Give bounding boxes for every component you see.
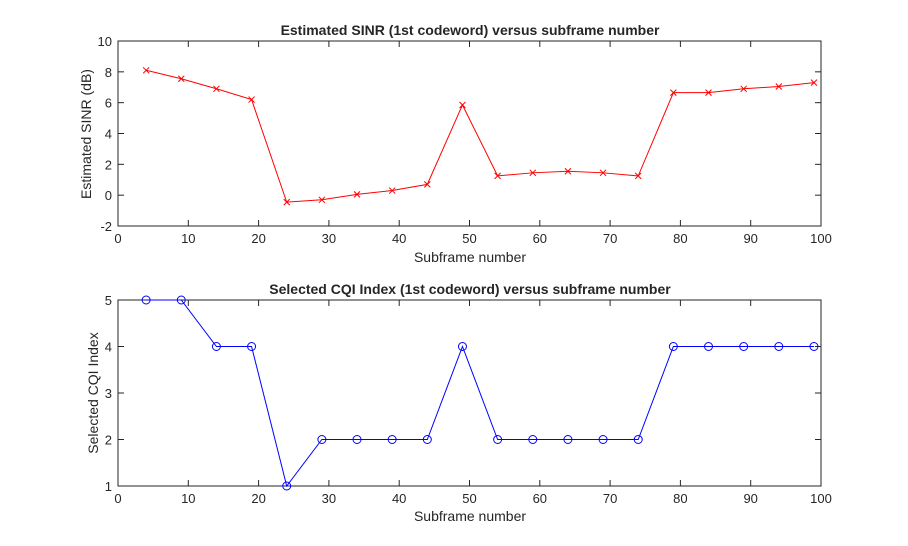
cqi-y-tick-label: 3 [105,386,112,401]
sinr-x-tick-label: 90 [743,231,757,246]
sinr-data-point [248,96,255,103]
cqi-x-tick-label: 60 [533,491,547,506]
sinr-data-point [670,89,677,96]
sinr-chart-title: Estimated SINR (1st codeword) versus sub… [281,22,660,38]
sinr-x-tick-label: 40 [392,231,406,246]
sinr-x-tick-label: 70 [603,231,617,246]
sinr-x-tick-label: 60 [533,231,547,246]
cqi-chart-title: Selected CQI Index (1st codeword) versus… [269,281,671,297]
cqi-data-point [352,435,362,444]
cqi-y-ticks: 1 2 3 4 5 [105,293,821,494]
sinr-x-tick-label: 0 [114,231,121,246]
cqi-data-point [809,342,819,351]
sinr-y-tick-label: 6 [105,96,112,111]
cqi-x-tick-label: 50 [462,491,476,506]
sinr-x-tick-label: 20 [251,231,265,246]
sinr-x-tick-label: 50 [462,231,476,246]
sinr-data-point [423,181,431,188]
sinr-series [142,66,818,206]
cqi-x-tick-label: 20 [251,491,265,506]
cqi-data-point [598,435,608,444]
cqi-series-line [146,299,814,488]
sinr-data-point [810,79,818,86]
cqi-data-point [457,342,467,351]
cqi-y-tick-label: 1 [105,479,112,494]
cqi-x-tick-label: 10 [181,491,195,506]
sinr-data-point [564,167,572,175]
sinr-data-point [494,172,501,180]
sinr-y-tick-label: 10 [98,34,112,49]
cqi-x-tick-label: 70 [603,491,617,506]
sinr-x-tick-label: 80 [673,231,687,246]
cqi-data-point [141,295,151,305]
cqi-series [141,295,819,491]
sinr-data-point [459,101,466,109]
cqi-x-tick-label: 40 [392,491,406,506]
cqi-x-tick-label: 80 [673,491,687,506]
cqi-data-point [422,435,432,444]
sinr-data-point [599,169,607,177]
cqi-x-tick-label: 100 [810,491,832,506]
sinr-y-tick-label: -2 [100,219,112,234]
cqi-x-tick-label: 0 [114,491,121,506]
sinr-data-point [283,198,291,206]
sinr-y-tick-label: 0 [105,188,112,203]
sinr-data-point [177,75,185,83]
sinr-data-point [634,172,642,180]
cqi-data-point [739,342,749,351]
cqi-data-point [704,342,714,351]
sinr-x-tick-label: 100 [810,231,832,246]
sinr-plot-area [117,40,822,227]
sinr-data-point [705,89,712,96]
cqi-y-tick-label: 4 [105,340,112,355]
cqi-chart: Selected CQI Index (1st codeword) versus… [85,281,832,524]
cqi-x-tick-label: 30 [322,491,336,506]
cqi-x-ticks: 0 10 20 30 40 50 60 70 80 90 100 [114,300,832,506]
cqi-data-point [633,435,643,444]
sinr-y-ticks: -2 0 2 4 6 8 10 [98,34,821,234]
cqi-y-tick-label: 5 [105,293,112,308]
cqi-data-point [563,435,573,444]
cqi-x-axis-label: Subframe number [414,508,526,524]
sinr-y-tick-label: 4 [105,127,112,142]
sinr-series-line [146,69,815,203]
cqi-data-point [211,342,221,351]
sinr-y-axis-label: Estimated SINR (dB) [78,69,94,199]
sinr-chart: Estimated SINR (1st codeword) versus sub… [78,22,832,265]
sinr-data-point [213,85,220,93]
sinr-y-tick-label: 8 [105,65,112,80]
cqi-data-point [774,342,784,351]
sinr-data-point [529,169,537,177]
sinr-data-point [142,66,150,74]
sinr-data-point [775,83,783,90]
cqi-y-tick-label: 2 [105,433,112,448]
sinr-data-point [740,85,748,93]
cqi-data-point [668,342,678,351]
cqi-data-point [317,435,327,444]
sinr-x-tick-label: 10 [181,231,195,246]
cqi-data-point [528,435,538,444]
cqi-x-tick-label: 90 [743,491,757,506]
sinr-x-ticks: 0 10 20 30 40 50 60 70 80 90 100 [114,41,832,246]
sinr-data-point [318,196,326,204]
sinr-x-tick-label: 30 [322,231,336,246]
sinr-y-tick-label: 2 [105,157,112,172]
cqi-y-axis-label: Selected CQI Index [85,332,101,453]
cqi-plot-area [117,299,822,487]
sinr-data-point [353,191,361,198]
cqi-data-point [282,481,292,491]
cqi-data-point [247,342,257,351]
cqi-data-point [493,435,503,444]
cqi-data-point [387,435,397,444]
sinr-data-point [388,187,396,194]
sinr-x-axis-label: Subframe number [414,249,526,265]
cqi-data-point [176,295,186,305]
